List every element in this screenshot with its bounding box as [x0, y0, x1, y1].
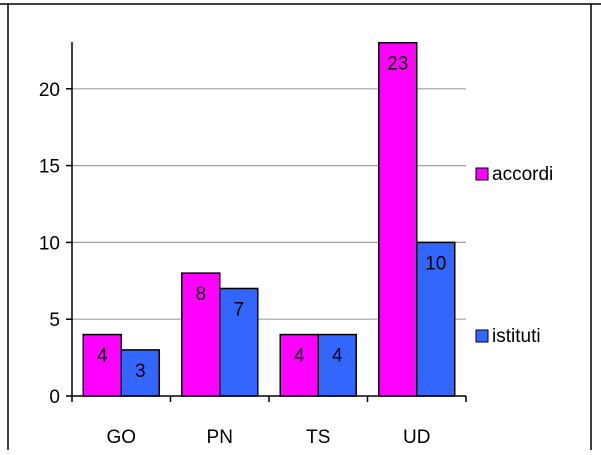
legend-swatch-istituti	[475, 329, 489, 343]
x-tick-label: TS	[306, 427, 330, 448]
y-tick-label: 10	[39, 233, 60, 254]
x-tick-label: UD	[403, 427, 430, 448]
x-tick-label: PN	[207, 427, 233, 448]
axes: 0 5 10 15 20 GO PN TS UD	[39, 42, 467, 448]
bar-accordi-PN	[181, 272, 221, 397]
legend-swatch-accordi	[475, 167, 489, 181]
bars	[82, 41, 456, 397]
data-label: 23	[387, 54, 408, 75]
data-label: 4	[294, 346, 305, 367]
y-tick-label: 0	[49, 387, 60, 408]
data-label: 4	[97, 346, 108, 367]
data-label: 3	[135, 361, 146, 382]
bar-istituti-UD	[416, 241, 456, 397]
data-labels: 4 3 8 7 4 4 23 10	[97, 54, 446, 382]
data-label: 10	[425, 253, 446, 274]
data-label: 8	[195, 284, 206, 305]
bar-accordi-TS	[279, 333, 319, 397]
legend-label-accordi: accordi	[492, 164, 553, 185]
y-tick-label: 5	[49, 310, 60, 331]
bar-accordi-UD	[378, 41, 418, 397]
data-label: 7	[233, 299, 244, 320]
legend: accordi istituti	[475, 164, 553, 347]
bar-istituti-TS	[317, 333, 357, 397]
x-tick-label: GO	[106, 427, 136, 448]
y-tick-label: 20	[39, 80, 60, 101]
legend-label-istituti: istituti	[492, 326, 541, 347]
y-tick-label: 15	[39, 157, 60, 178]
data-label: 4	[332, 346, 343, 367]
bar-istituti-GO	[120, 349, 160, 397]
